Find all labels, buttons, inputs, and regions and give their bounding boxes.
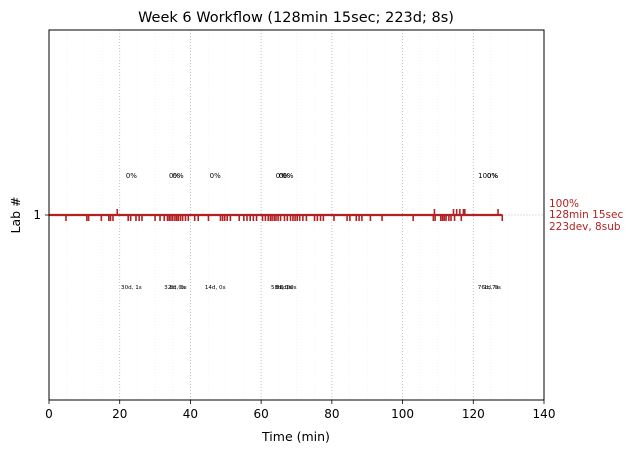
milestone-time: 2d, 0s: [279, 285, 296, 291]
x-tick-label: 100: [391, 407, 414, 421]
milestone-percent: 0%: [210, 172, 221, 180]
milestone-time: 8d, 0s: [169, 285, 186, 291]
milestone-percent: 0%: [279, 172, 290, 180]
chart-title: Week 6 Workflow (128min 15sec; 223d; 8s): [138, 10, 454, 26]
milestone-time: 14d, 0s: [205, 285, 226, 291]
x-axis-ticks: 0 20 40 60 80 100 120 140: [45, 400, 555, 421]
milestone-percent: 0%: [172, 172, 183, 180]
y-axis-ticks: 1: [33, 208, 49, 222]
y-tick-label: 1: [33, 208, 41, 222]
milestone-time: 58d, 0s: [271, 285, 292, 291]
summary-counts: 223dev, 8sub: [549, 221, 621, 233]
milestone-percent: 0%: [169, 172, 180, 180]
event-marks: [49, 209, 504, 221]
x-tick-label: 60: [254, 407, 269, 421]
x-tick-label: 0: [45, 407, 53, 421]
milestone-percent: 0%: [126, 172, 137, 180]
x-tick-label: 120: [462, 407, 485, 421]
x-axis-label: Time (min): [261, 429, 330, 444]
milestone-time: 32d, 0s: [164, 285, 185, 291]
milestone-time: 76d, 7s: [478, 285, 499, 291]
milestone-percent: 0%: [487, 172, 498, 180]
x-tick-label: 80: [324, 407, 339, 421]
x-tick-label: 40: [183, 407, 198, 421]
x-tick-label: 20: [112, 407, 127, 421]
milestone-percent-labels: 0% 0%0% 0% 0%0%0% 100%0%: [126, 172, 499, 180]
milestone-time: 8d, 0s: [276, 285, 293, 291]
summary-duration: 128min 15sec: [549, 209, 623, 221]
milestone-time: 1d, 0s: [484, 285, 501, 291]
summary-percent: 100%: [549, 198, 579, 210]
milestone-time: 30d, 1s: [121, 285, 142, 291]
milestone-percent: 0%: [282, 172, 293, 180]
x-tick-label: 140: [533, 407, 556, 421]
y-axis-label: Lab #: [8, 196, 23, 233]
milestone-percent: 0%: [276, 172, 287, 180]
milestone-percent: 100%: [478, 172, 498, 180]
summary-annotation: 100% 128min 15sec 223dev, 8sub: [549, 198, 623, 233]
